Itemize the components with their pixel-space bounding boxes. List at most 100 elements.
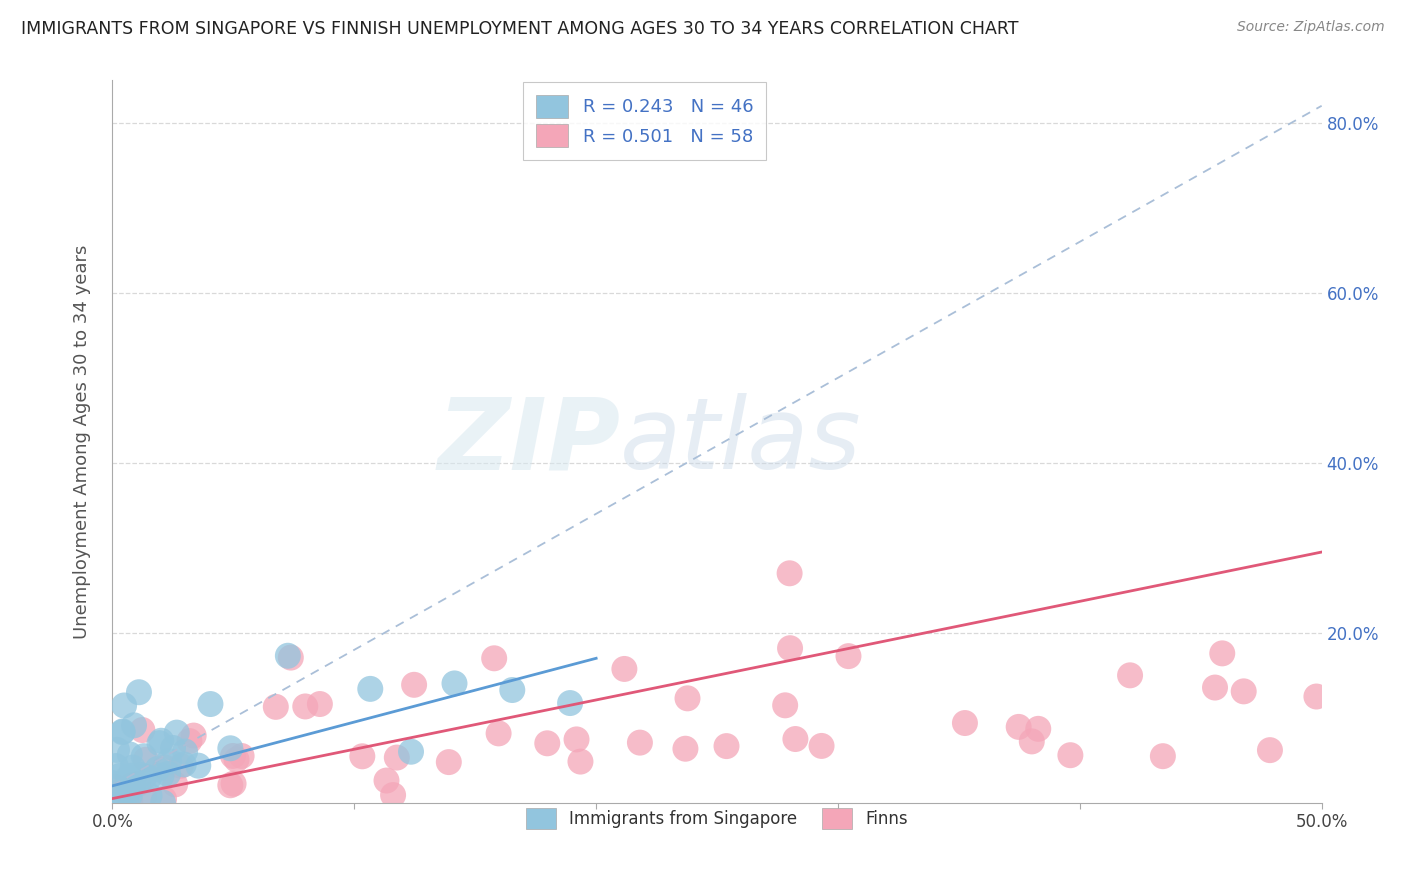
Point [264,699,287,714]
Point [150,769,173,783]
Point [138,789,160,803]
Point [179,734,201,748]
Text: ZIP: ZIP [437,393,620,490]
Point [131,723,153,737]
Point [112,698,135,713]
Point [162,741,184,756]
Point [120,794,142,808]
Point [231,749,253,764]
Point [101,776,124,790]
Point [443,676,465,690]
Legend: Immigrants from Singapore, Finns: Immigrants from Singapore, Finns [517,800,917,838]
Point [399,745,422,759]
Point [1204,681,1226,695]
Point [569,755,592,769]
Point [120,778,142,792]
Point [953,716,976,731]
Point [1211,646,1233,660]
Point [118,789,141,803]
Point [165,777,187,791]
Point [146,762,169,776]
Point [157,754,180,768]
Point [675,741,697,756]
Point [111,724,134,739]
Point [1305,690,1327,704]
Point [219,778,242,792]
Point [111,725,134,739]
Point [558,696,581,710]
Point [153,760,176,774]
Point [501,683,523,698]
Point [129,768,152,782]
Point [121,769,143,783]
Point [120,777,142,791]
Point [309,697,332,711]
Point [773,698,796,713]
Point [121,777,143,791]
Point [170,759,193,773]
Point [114,781,136,796]
Point [118,747,141,762]
Point [536,736,558,750]
Point [488,726,510,740]
Point [1008,720,1031,734]
Point [280,650,302,665]
Point [359,681,381,696]
Point [565,732,588,747]
Point [1059,748,1081,763]
Point [277,648,299,663]
Point [135,753,157,767]
Point [1152,749,1174,764]
Point [105,743,128,757]
Point [104,759,127,773]
Point [1119,668,1142,682]
Point [157,767,180,781]
Point [121,760,143,774]
Point [837,649,859,664]
Point [104,780,127,794]
Point [150,733,173,747]
Point [716,739,738,753]
Point [613,662,636,676]
Point [404,678,426,692]
Point [352,749,374,764]
Point [124,777,146,791]
Point [1258,743,1281,757]
Point [779,641,801,656]
Point [110,790,132,805]
Point [148,736,170,750]
Point [132,749,155,764]
Point [1021,734,1043,748]
Point [382,788,405,802]
Text: IMMIGRANTS FROM SINGAPORE VS FINNISH UNEMPLOYMENT AMONG AGES 30 TO 34 YEARS CORR: IMMIGRANTS FROM SINGAPORE VS FINNISH UNE… [21,20,1018,37]
Point [138,771,160,785]
Point [127,777,149,791]
Point [676,691,699,706]
Point [122,718,145,732]
Point [121,780,143,794]
Point [183,729,205,743]
Point [173,757,195,772]
Point [174,745,197,759]
Point [1026,722,1049,736]
Point [1233,684,1256,698]
Point [128,685,150,699]
Point [225,753,247,767]
Point [219,741,242,756]
Point [437,755,460,769]
Text: Source: ZipAtlas.com: Source: ZipAtlas.com [1237,20,1385,34]
Point [628,736,651,750]
Point [152,796,174,810]
Point [294,699,316,714]
Point [785,732,807,747]
Point [385,750,408,764]
Point [779,566,801,581]
Point [153,792,176,806]
Y-axis label: Unemployment Among Ages 30 to 34 years: Unemployment Among Ages 30 to 34 years [73,244,91,639]
Point [482,651,505,665]
Point [115,793,138,807]
Point [117,771,139,785]
Text: atlas: atlas [620,393,862,490]
Point [122,771,145,785]
Point [132,789,155,803]
